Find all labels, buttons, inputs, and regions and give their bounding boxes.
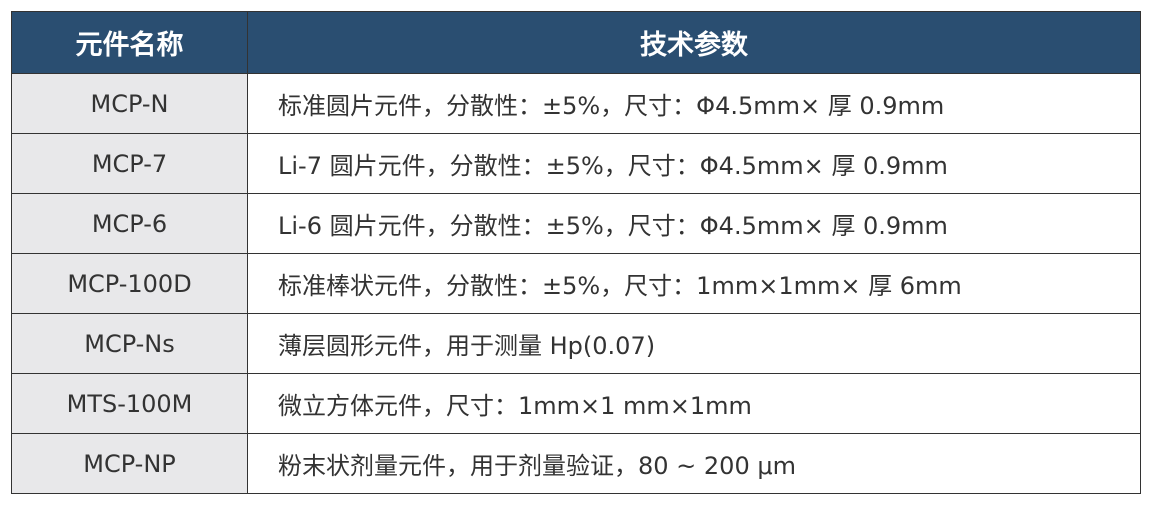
header-component-name: 元件名称 bbox=[11, 11, 248, 74]
component-name: MCP-N bbox=[11, 73, 248, 134]
table-row: MCP-N 标准圆片元件，分散性：±5%，尺寸：Φ4.5mm× 厚 0.9mm bbox=[11, 73, 1141, 134]
component-spec-table: 元件名称 技术参数 MCP-N 标准圆片元件，分散性：±5%，尺寸：Φ4.5mm×… bbox=[11, 11, 1141, 494]
table-row: MCP-NP 粉末状剂量元件，用于剂量验证，80 ~ 200 μm bbox=[11, 433, 1141, 494]
table-row: MCP-Ns 薄层圆形元件，用于测量 Hp(0.07) bbox=[11, 313, 1141, 374]
component-spec: 标准圆片元件，分散性：±5%，尺寸：Φ4.5mm× 厚 0.9mm bbox=[247, 73, 1141, 134]
component-spec: Li-7 圆片元件，分散性：±5%，尺寸：Φ4.5mm× 厚 0.9mm bbox=[247, 133, 1141, 194]
component-name: MCP-NP bbox=[11, 433, 248, 494]
table-row: MCP-6 Li-6 圆片元件，分散性：±5%，尺寸：Φ4.5mm× 厚 0.9m… bbox=[11, 193, 1141, 254]
component-spec: Li-6 圆片元件，分散性：±5%，尺寸：Φ4.5mm× 厚 0.9mm bbox=[247, 193, 1141, 254]
component-name: MCP-100D bbox=[11, 253, 248, 314]
component-spec: 薄层圆形元件，用于测量 Hp(0.07) bbox=[247, 313, 1141, 374]
header-technical-params: 技术参数 bbox=[247, 11, 1141, 74]
component-spec: 微立方体元件，尺寸：1mm×1 mm×1mm bbox=[247, 373, 1141, 434]
component-name: MCP-Ns bbox=[11, 313, 248, 374]
header-row: 元件名称 技术参数 bbox=[11, 11, 1141, 74]
table-row: MTS-100M 微立方体元件，尺寸：1mm×1 mm×1mm bbox=[11, 373, 1141, 434]
component-name: MCP-6 bbox=[11, 193, 248, 254]
component-spec: 标准棒状元件，分散性：±5%，尺寸：1mm×1mm× 厚 6mm bbox=[247, 253, 1141, 314]
component-spec: 粉末状剂量元件，用于剂量验证，80 ~ 200 μm bbox=[247, 433, 1141, 494]
component-name: MCP-7 bbox=[11, 133, 248, 194]
component-name: MTS-100M bbox=[11, 373, 248, 434]
table-row: MCP-7 Li-7 圆片元件，分散性：±5%，尺寸：Φ4.5mm× 厚 0.9m… bbox=[11, 133, 1141, 194]
table-row: MCP-100D 标准棒状元件，分散性：±5%，尺寸：1mm×1mm× 厚 6mm bbox=[11, 253, 1141, 314]
